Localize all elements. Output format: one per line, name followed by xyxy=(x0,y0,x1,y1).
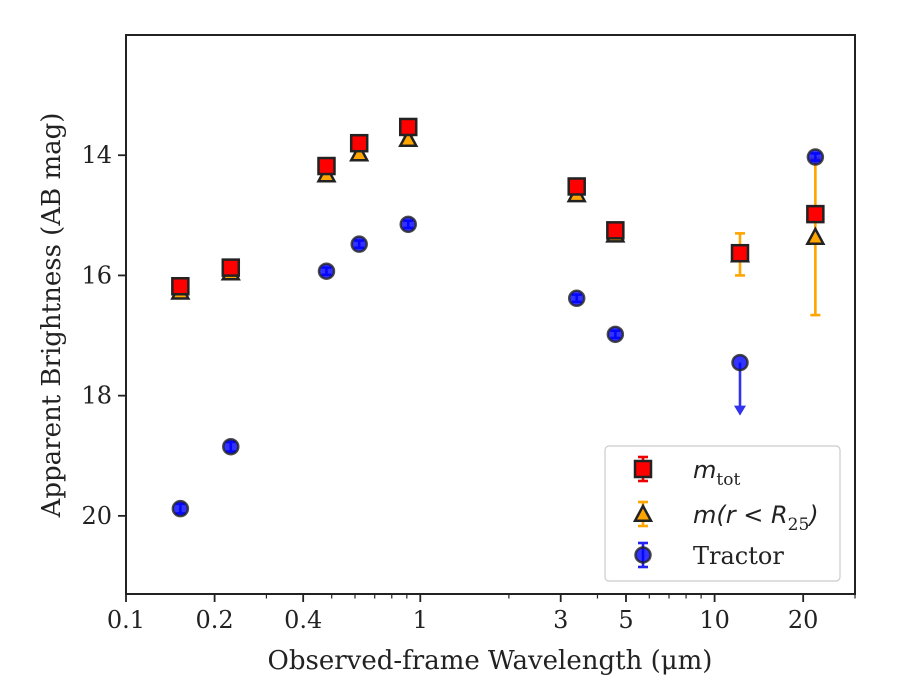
data-point xyxy=(606,325,625,344)
square-marker xyxy=(171,276,190,296)
data-point xyxy=(730,243,750,263)
circle-marker xyxy=(731,353,749,372)
data-point xyxy=(606,221,625,240)
x-tick-label: 20 xyxy=(788,606,819,634)
legend-label-subscript: 25 xyxy=(788,515,810,535)
circle-marker xyxy=(806,148,825,166)
data-point xyxy=(349,133,369,153)
data-point xyxy=(806,204,825,224)
y-tick-label: 16 xyxy=(81,261,112,289)
circle-marker xyxy=(222,437,240,456)
data-point xyxy=(399,215,417,234)
x-axis-label: Observed-frame Wavelength (μm) xyxy=(268,646,713,676)
square-marker xyxy=(606,221,625,240)
legend-entry: Tractor xyxy=(634,541,784,570)
data-point xyxy=(398,117,418,137)
legend-label-main: m xyxy=(693,456,716,484)
square-marker xyxy=(730,243,750,263)
legend-entry: m(r < R25) xyxy=(632,500,819,535)
circle-marker xyxy=(350,235,368,253)
data-point xyxy=(171,499,190,518)
data-point xyxy=(806,148,825,166)
legend-entry: mtot xyxy=(633,455,740,490)
triangle-marker xyxy=(398,128,419,148)
x-tick-label: 1 xyxy=(413,606,428,634)
data-point xyxy=(317,262,336,280)
circle-marker xyxy=(606,325,625,344)
circle-marker xyxy=(171,499,190,518)
x-tick-label: 0.4 xyxy=(284,606,322,634)
square-marker xyxy=(317,156,336,176)
legend-label: mtot xyxy=(693,456,740,490)
y-tick-label: 14 xyxy=(81,141,112,169)
circle-marker xyxy=(634,546,652,564)
y-tick-label: 18 xyxy=(81,382,112,410)
square-marker xyxy=(398,117,418,137)
circle-marker xyxy=(399,215,417,234)
x-tick-label: 5 xyxy=(618,606,633,634)
x-tick-label: 10 xyxy=(699,606,730,634)
square-marker xyxy=(349,133,369,153)
triangle-marker xyxy=(632,503,654,523)
square-marker xyxy=(567,177,586,196)
square-marker xyxy=(633,459,653,479)
square-marker xyxy=(806,204,825,224)
axis-ticks: 0.1 0.2 0.4 1 3 5 10 20 14 16 18 20 xyxy=(81,141,856,634)
x-tick-label: 0.2 xyxy=(196,606,234,634)
y-tick-label: 20 xyxy=(81,502,112,530)
legend: mtot m(r < R25) Tractor xyxy=(604,445,841,582)
x-tick-label: 0.1 xyxy=(107,606,145,634)
triangle-marker xyxy=(349,142,370,162)
legend-label: Tractor xyxy=(693,542,784,570)
circle-marker xyxy=(567,289,586,308)
circle-marker xyxy=(317,262,336,280)
triangle-marker xyxy=(805,226,826,246)
legend-box xyxy=(604,445,841,582)
square-marker xyxy=(221,258,241,277)
legend-label-main: m(r < R xyxy=(693,501,788,529)
data-point xyxy=(171,276,190,296)
x-tick-label: 3 xyxy=(553,606,568,634)
legend-label-subscript: tot xyxy=(716,470,740,490)
upper-limit-arrow xyxy=(734,405,747,416)
legend-label: m(r < R25) xyxy=(693,501,819,535)
legend-label-tail: ) xyxy=(807,501,818,529)
data-point xyxy=(731,353,749,416)
data-point xyxy=(222,437,240,456)
data-marks xyxy=(170,117,826,518)
data-point xyxy=(317,156,336,176)
y-axis-label: Apparent Brightness (AB mag) xyxy=(37,113,67,519)
data-point xyxy=(350,235,368,253)
data-point xyxy=(221,258,241,277)
data-point xyxy=(805,157,826,317)
plot-frame xyxy=(125,34,856,595)
data-point xyxy=(567,289,586,308)
data-point xyxy=(567,177,586,196)
